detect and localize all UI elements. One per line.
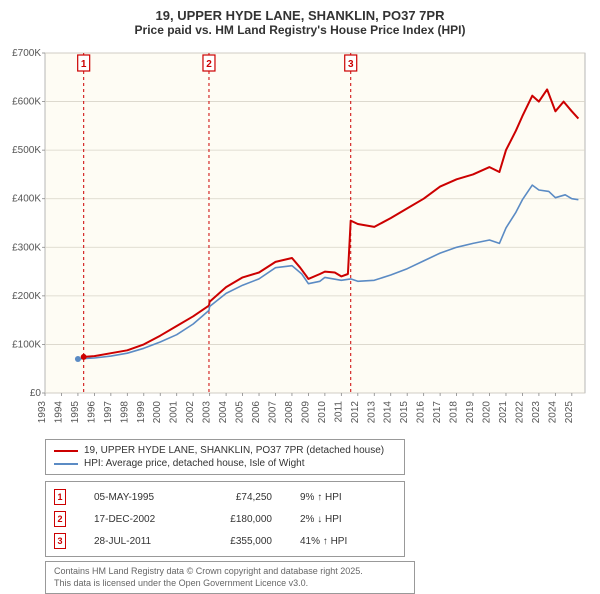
event-price: £74,250 (207, 492, 272, 503)
svg-text:2024: 2024 (547, 401, 558, 424)
svg-text:£0: £0 (30, 388, 42, 399)
chart-subtitle: Price paid vs. HM Land Registry's House … (0, 23, 600, 43)
event-row: 3 28-JUL-2011 £355,000 41% ↑ HPI (54, 530, 396, 552)
svg-text:£400K: £400K (12, 194, 41, 205)
svg-text:2014: 2014 (383, 401, 394, 424)
svg-text:2007: 2007 (267, 401, 278, 424)
event-date: 17-DEC-2002 (94, 514, 179, 525)
legend-row: 19, UPPER HYDE LANE, SHANKLIN, PO37 7PR … (54, 444, 396, 457)
svg-text:2023: 2023 (531, 401, 542, 424)
svg-text:2006: 2006 (251, 401, 262, 424)
svg-text:2008: 2008 (284, 401, 295, 424)
events-table: 1 05-MAY-1995 £74,250 9% ↑ HPI 2 17-DEC-2002 £… (45, 481, 405, 557)
event-price: £180,000 (207, 514, 272, 525)
event-date: 28-JUL-2011 (94, 536, 179, 547)
svg-text:2022: 2022 (514, 401, 525, 424)
svg-text:1998: 1998 (119, 401, 130, 424)
svg-text:2005: 2005 (235, 401, 246, 424)
svg-text:£600K: £600K (12, 97, 41, 108)
svg-text:2017: 2017 (432, 401, 443, 424)
event-change: 9% ↑ HPI (300, 492, 380, 503)
legend-swatch (54, 463, 78, 465)
svg-text:1994: 1994 (53, 401, 64, 424)
svg-text:£500K: £500K (12, 145, 41, 156)
svg-text:2003: 2003 (202, 401, 213, 424)
event-marker: 2 (54, 511, 66, 527)
svg-text:2016: 2016 (416, 401, 427, 424)
legend-label: HPI: Average price, detached house, Isle… (84, 458, 305, 469)
svg-text:£100K: £100K (12, 339, 41, 350)
attribution-line1: Contains HM Land Registry data © Crown c… (54, 566, 406, 578)
svg-text:1993: 1993 (37, 401, 48, 424)
attribution: Contains HM Land Registry data © Crown c… (45, 561, 415, 594)
legend-label: 19, UPPER HYDE LANE, SHANKLIN, PO37 7PR … (84, 445, 384, 456)
event-marker: 1 (54, 489, 66, 505)
svg-text:1997: 1997 (103, 401, 114, 424)
svg-text:2015: 2015 (399, 401, 410, 424)
legend: 19, UPPER HYDE LANE, SHANKLIN, PO37 7PR … (45, 439, 405, 475)
svg-text:2013: 2013 (366, 401, 377, 424)
legend-swatch (54, 450, 78, 452)
svg-text:£300K: £300K (12, 242, 41, 253)
svg-text:£200K: £200K (12, 291, 41, 302)
svg-text:2: 2 (206, 59, 212, 70)
svg-text:1995: 1995 (70, 401, 81, 424)
event-change: 41% ↑ HPI (300, 536, 380, 547)
svg-text:2021: 2021 (498, 401, 509, 424)
svg-text:1996: 1996 (86, 401, 97, 424)
chart-title: 19, UPPER HYDE LANE, SHANKLIN, PO37 7PR (0, 0, 600, 23)
svg-text:2019: 2019 (465, 401, 476, 424)
svg-text:1: 1 (81, 59, 87, 70)
svg-text:1999: 1999 (136, 401, 147, 424)
attribution-line2: This data is licensed under the Open Gov… (54, 578, 406, 590)
svg-text:2018: 2018 (449, 401, 460, 424)
chart-svg: £0 £100K £200K £300K £400K £500K £600K £700K 199… (0, 43, 600, 433)
legend-row: HPI: Average price, detached house, Isle… (54, 457, 396, 470)
svg-text:2010: 2010 (317, 401, 328, 424)
event-price: £355,000 (207, 536, 272, 547)
event-row: 1 05-MAY-1995 £74,250 9% ↑ HPI (54, 486, 396, 508)
svg-text:£700K: £700K (12, 48, 41, 59)
event-change: 2% ↓ HPI (300, 514, 380, 525)
svg-text:2025: 2025 (564, 401, 575, 424)
svg-text:2009: 2009 (300, 401, 311, 424)
svg-text:2000: 2000 (152, 401, 163, 424)
event-row: 2 17-DEC-2002 £180,000 2% ↓ HPI (54, 508, 396, 530)
event-marker: 3 (54, 533, 66, 549)
chart-area: £0 £100K £200K £300K £400K £500K £600K £700K 199… (0, 43, 600, 433)
svg-text:2002: 2002 (185, 401, 196, 424)
svg-text:3: 3 (348, 59, 354, 70)
svg-text:2004: 2004 (218, 401, 229, 424)
svg-text:2012: 2012 (350, 401, 361, 424)
svg-text:2001: 2001 (169, 401, 180, 424)
svg-text:2011: 2011 (333, 401, 344, 423)
svg-text:2020: 2020 (482, 401, 493, 424)
event-date: 05-MAY-1995 (94, 492, 179, 503)
